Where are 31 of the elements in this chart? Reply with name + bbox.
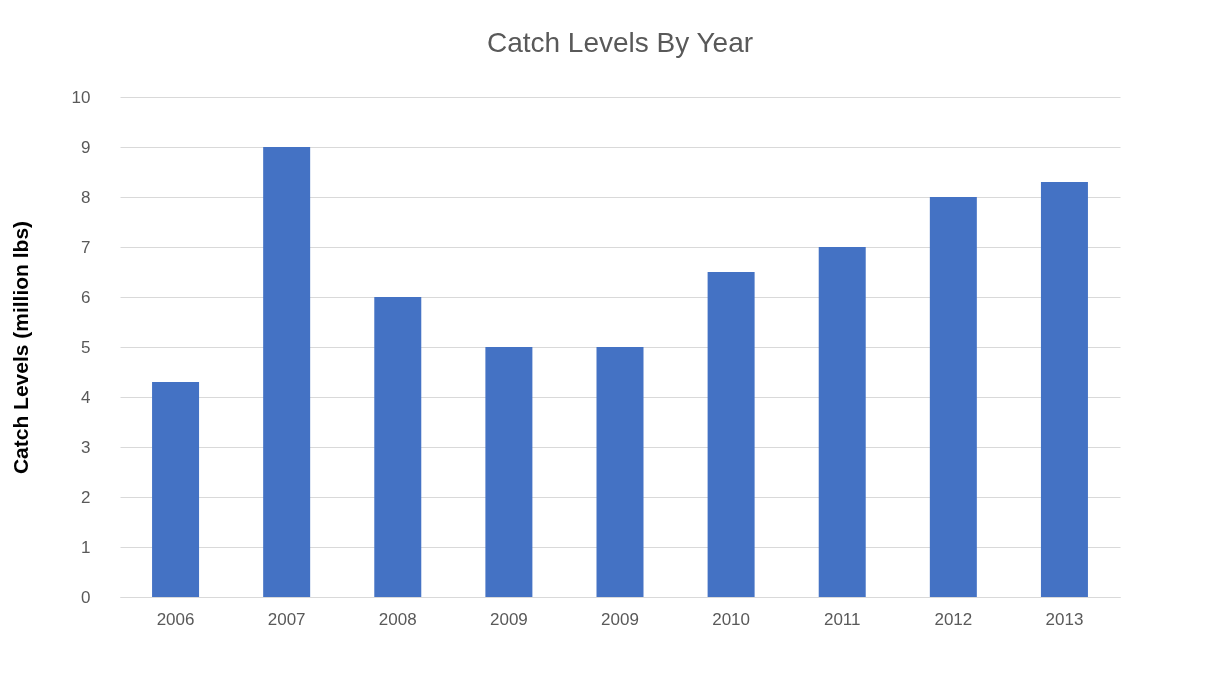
y-tick-label: 0 bbox=[81, 587, 91, 607]
chart-title: Catch Levels By Year bbox=[486, 27, 754, 58]
bar bbox=[707, 272, 755, 597]
bar bbox=[818, 247, 866, 597]
y-tick-label: 1 bbox=[81, 537, 91, 557]
y-axis-title: Catch Levels (million lbs) bbox=[8, 220, 32, 475]
x-tick-label: 2009 bbox=[601, 609, 639, 629]
x-tick-label: 2013 bbox=[1045, 609, 1084, 629]
y-tick-label: 4 bbox=[81, 387, 91, 407]
bar bbox=[485, 347, 533, 597]
x-tick-label: 2008 bbox=[378, 609, 417, 629]
bar bbox=[1040, 182, 1088, 597]
y-tick-label: 7 bbox=[81, 237, 91, 257]
x-tick-label: 2006 bbox=[156, 609, 195, 629]
bar bbox=[152, 382, 200, 597]
bar bbox=[929, 197, 977, 597]
bar bbox=[263, 147, 311, 597]
y-tick-label: 3 bbox=[81, 437, 91, 457]
x-tick-label: 2009 bbox=[489, 609, 528, 629]
y-tick-label: 6 bbox=[81, 287, 91, 307]
y-tick-label: 2 bbox=[81, 487, 91, 507]
x-tick-label: 2012 bbox=[934, 609, 973, 629]
x-tick-label: 2011 bbox=[823, 609, 861, 629]
y-tick-label: 9 bbox=[81, 137, 91, 157]
y-tick-label: 5 bbox=[81, 337, 91, 357]
bar bbox=[374, 297, 422, 597]
bar bbox=[596, 347, 644, 597]
y-tick-label: 10 bbox=[71, 87, 91, 107]
x-tick-label: 2010 bbox=[712, 609, 751, 629]
x-tick-label: 2007 bbox=[267, 609, 306, 629]
y-tick-label: 8 bbox=[81, 187, 91, 207]
